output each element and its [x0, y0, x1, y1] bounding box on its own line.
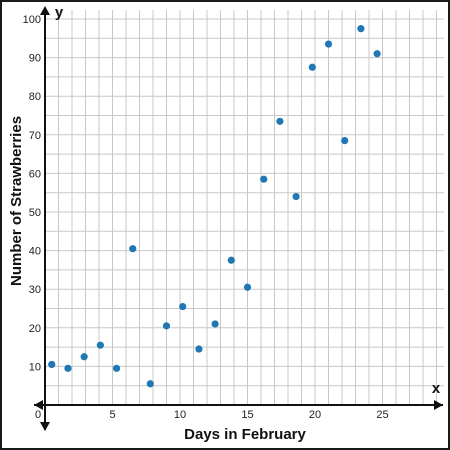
data-point [276, 117, 284, 125]
y-axis-letter: y [55, 4, 64, 21]
data-point [162, 322, 171, 330]
x-tick-label: 15 [241, 409, 253, 421]
y-tick-label: 50 [29, 207, 41, 219]
grid-lines [45, 10, 444, 405]
data-point [179, 302, 187, 311]
y-axis-title: Number of Strawberries [8, 116, 25, 286]
x-tick-label: 5 [109, 409, 115, 421]
data-point [64, 364, 72, 372]
data-point [112, 364, 121, 372]
x-axis-arrow-left [34, 400, 43, 410]
data-point [357, 25, 365, 33]
x-tick-label: 20 [309, 409, 321, 421]
x-axis-title: Days in February [184, 426, 306, 443]
data-point [308, 63, 316, 71]
x-tick-label: 25 [376, 409, 388, 421]
data-point [373, 50, 381, 58]
y-axis-arrow-bottom [40, 422, 50, 431]
data-point [80, 353, 88, 361]
data-point [292, 192, 300, 201]
data-point [48, 360, 56, 369]
x-tick-label: 0 [35, 409, 41, 421]
y-tick-label: 60 [29, 168, 41, 180]
y-tick-label: 90 [29, 53, 41, 65]
x-tick-label: 10 [174, 409, 186, 421]
data-point [96, 341, 104, 349]
data-point [260, 175, 268, 183]
data-point [243, 283, 252, 291]
y-tick-label: 40 [29, 246, 41, 258]
axes [34, 6, 443, 431]
data-point [211, 320, 219, 328]
data-point [146, 380, 154, 388]
y-tick-label: 30 [29, 284, 41, 296]
y-tick-label: 70 [29, 130, 41, 142]
tick-labels: 0 5 10 15 20 25 10 20 30 40 50 60 70 80 90 100 [23, 14, 389, 421]
data-point [324, 40, 333, 48]
data-point [195, 345, 203, 353]
y-tick-label: 80 [29, 91, 41, 103]
data-point [227, 256, 235, 264]
y-axis-arrow [40, 6, 50, 15]
data-point [341, 136, 349, 145]
y-tick-label: 100 [23, 14, 41, 26]
x-axis-arrow [434, 400, 443, 410]
data-points [48, 25, 381, 388]
data-point [129, 245, 137, 253]
y-tick-label: 10 [29, 361, 41, 373]
x-axis-letter: x [432, 380, 441, 397]
y-tick-label: 20 [29, 323, 41, 335]
